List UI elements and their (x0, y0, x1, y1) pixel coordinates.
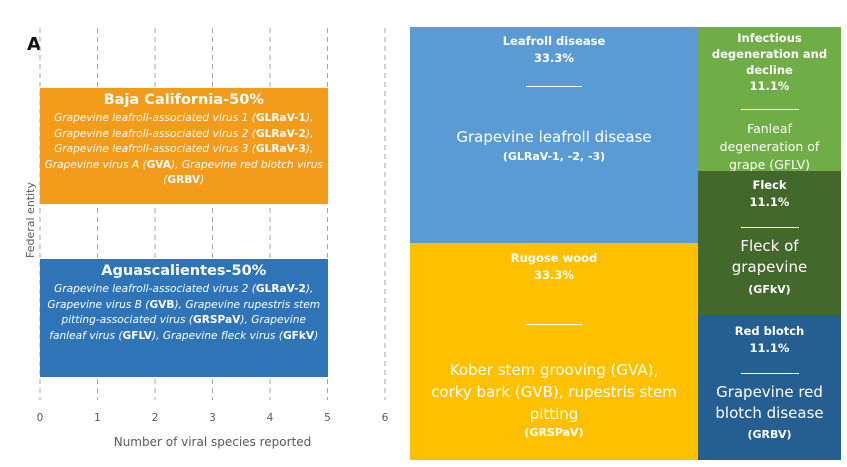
tile-abbreviation: (GRSPaV) (524, 426, 584, 439)
species-abbreviation: GLRaV-1 (255, 112, 306, 124)
species-name: Grapevine fanleaf virus (GFLV), (49, 314, 306, 342)
species-abbreviation: GRBV (167, 174, 201, 186)
bar-title: Aguascalientes-50% (101, 263, 267, 279)
bar-title: Baja California-50% (103, 92, 264, 108)
tile-disease: Fleck of grapevine (731, 237, 808, 276)
species-abbreviation: GVA (146, 158, 171, 171)
bar-species-list: Grapevine leafroll-associated virus 1 (G… (44, 111, 324, 189)
x-tick-label: 4 (267, 412, 274, 424)
species-name: Grapevine leafroll-associated virus 2 (G… (54, 127, 314, 140)
tile-divider (740, 109, 799, 110)
x-axis-label: Number of viral species reported (114, 435, 312, 449)
species-name: Grapevine virus A (GVA), (44, 158, 182, 171)
tile-fleck: Fleck 11.1% Fleck of grapevine (GFkV) (698, 171, 841, 315)
tile-disease: Fanleaf degeneration of grape (GFLV) (719, 121, 820, 172)
tile-disease: Kober stem grooving (GVA), corky bark (G… (431, 361, 677, 423)
tile-category: Red blotch (734, 324, 805, 338)
species-abbreviation: GRSPaV (193, 314, 241, 326)
bar: Aguascalientes-50% Grapevine leafroll-ass… (40, 259, 328, 377)
tile-category: Infectious degeneration and decline (711, 31, 828, 77)
tile-disease: Grapevine red blotch disease (715, 383, 824, 422)
species-abbreviation: GFkV (282, 329, 315, 342)
species-name: Grapevine red blotch virus (GRBV) (163, 158, 323, 187)
y-axis-label: Federal entity (24, 182, 37, 258)
tile-infectious-degeneration: Infectious degeneration and decline 11.1… (698, 27, 841, 172)
tile-divider (740, 227, 799, 228)
panel-label-a: A (27, 34, 41, 55)
tile-leafroll-disease: Leafroll disease 33.3% Grapevine leafrol… (410, 27, 698, 243)
tile-disease: Grapevine leafroll disease (456, 128, 652, 146)
x-tick-label: 0 (37, 412, 44, 424)
tile-abbreviation: (GFkV) (748, 283, 791, 296)
tile-category: Rugose wood (510, 251, 598, 265)
tile-category: Fleck (752, 178, 787, 192)
tile-percent: 33.3% (534, 268, 574, 282)
species-name: Grapevine leafroll-associated virus 1 (G… (54, 112, 314, 124)
tile-percent: 11.1% (749, 341, 790, 355)
species-name: Grapevine virus B (GVB), (47, 298, 186, 311)
species-name: Grapevine leafroll-associated virus 2 (G… (54, 283, 314, 295)
tile-percent: 11.1% (749, 79, 790, 93)
chart-a: 0 1 2 3 4 5 6 Number of viral species reported F… (24, 28, 389, 449)
bar: Baja California-50% Grapevine leafroll-as… (40, 88, 328, 204)
x-tick-label: 1 (94, 412, 101, 424)
species-abbreviation: GLRaV-3 (255, 143, 306, 155)
x-tick-label: 3 (209, 412, 216, 424)
bar-species-list: Grapevine leafroll-associated virus 2 (G… (44, 282, 324, 344)
x-tick-label: 5 (324, 412, 331, 424)
species-abbreviation: GVB (149, 298, 175, 311)
species-abbreviation: GLRaV-2 (255, 283, 306, 295)
x-tick-label: 6 (382, 412, 389, 424)
tile-percent: 33.3% (534, 51, 574, 65)
species-name: Grapevine leafroll-associated virus 3 (G… (54, 143, 314, 155)
x-tick-label: 2 (152, 412, 159, 424)
species-abbreviation: GFLV (122, 329, 152, 342)
tile-abbreviation: (GRBV) (747, 428, 792, 441)
species-name: Grapevine fleck virus (GFkV) (162, 329, 319, 342)
tile-percent: 11.1% (749, 195, 790, 209)
species-name: Grapevine rupestris stem pitting-associa… (61, 298, 321, 327)
tile-category: Leafroll disease (502, 34, 606, 48)
tile-divider (740, 373, 799, 374)
tile-rugose-wood: Rugose wood 33.3% Kober stem grooving (G… (410, 243, 698, 460)
tile-abbreviation: (GLRaV-1, -2, -3) (502, 150, 606, 163)
tile-red-blotch: Red blotch 11.1% Grapevine red blotch di… (698, 315, 841, 460)
tile-divider (526, 86, 582, 87)
species-abbreviation: GLRaV-2 (255, 127, 306, 140)
tile-divider (526, 324, 582, 325)
